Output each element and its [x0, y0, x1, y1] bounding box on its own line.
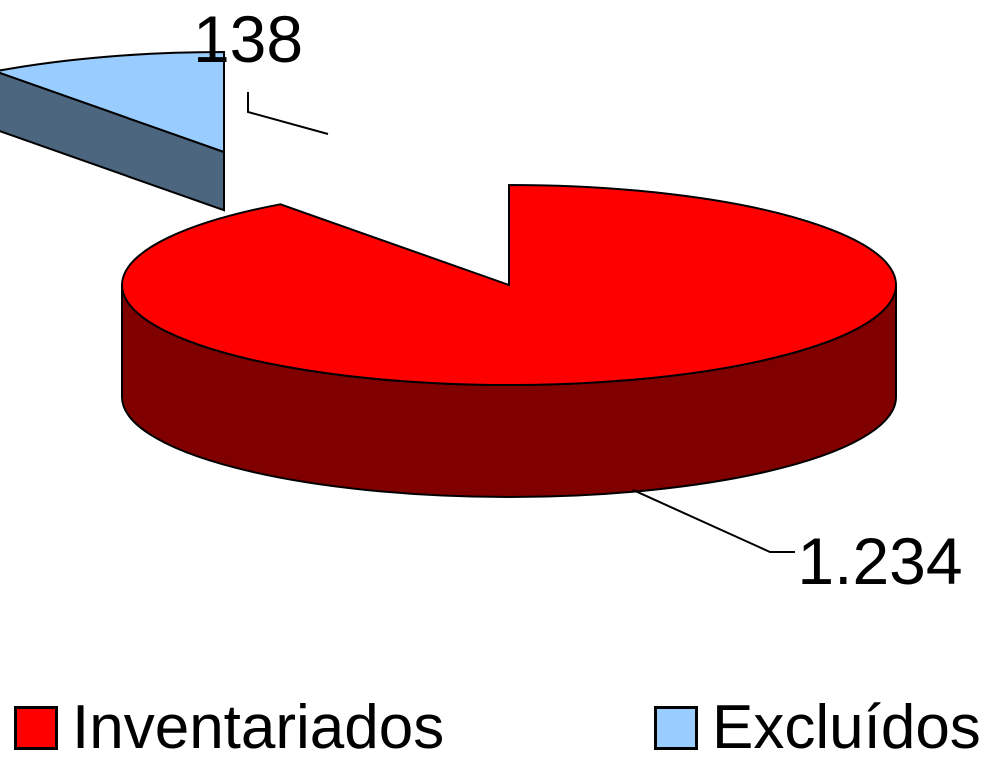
leader-line-inventariados	[632, 489, 795, 553]
leader-line-excluidos	[247, 92, 329, 135]
pie-tops	[0, 50, 897, 386]
legend-swatch-inventariados	[14, 706, 58, 750]
legend-label-inventariados: Inventariados	[72, 693, 445, 762]
leader-lines	[247, 92, 795, 553]
legend-label-excluidos: Excluídos	[712, 693, 981, 762]
legend-item-excluidos: Excluídos	[654, 693, 981, 762]
legend-swatch-excluidos	[654, 706, 698, 750]
legend-item-inventariados: Inventariados	[14, 693, 445, 762]
data-label-inventariados: 1.234	[797, 524, 962, 598]
slice-excluidos-top	[0, 50, 225, 154]
slice-inventariados-top	[121, 183, 897, 386]
data-label-excluidos: 138	[193, 2, 303, 76]
